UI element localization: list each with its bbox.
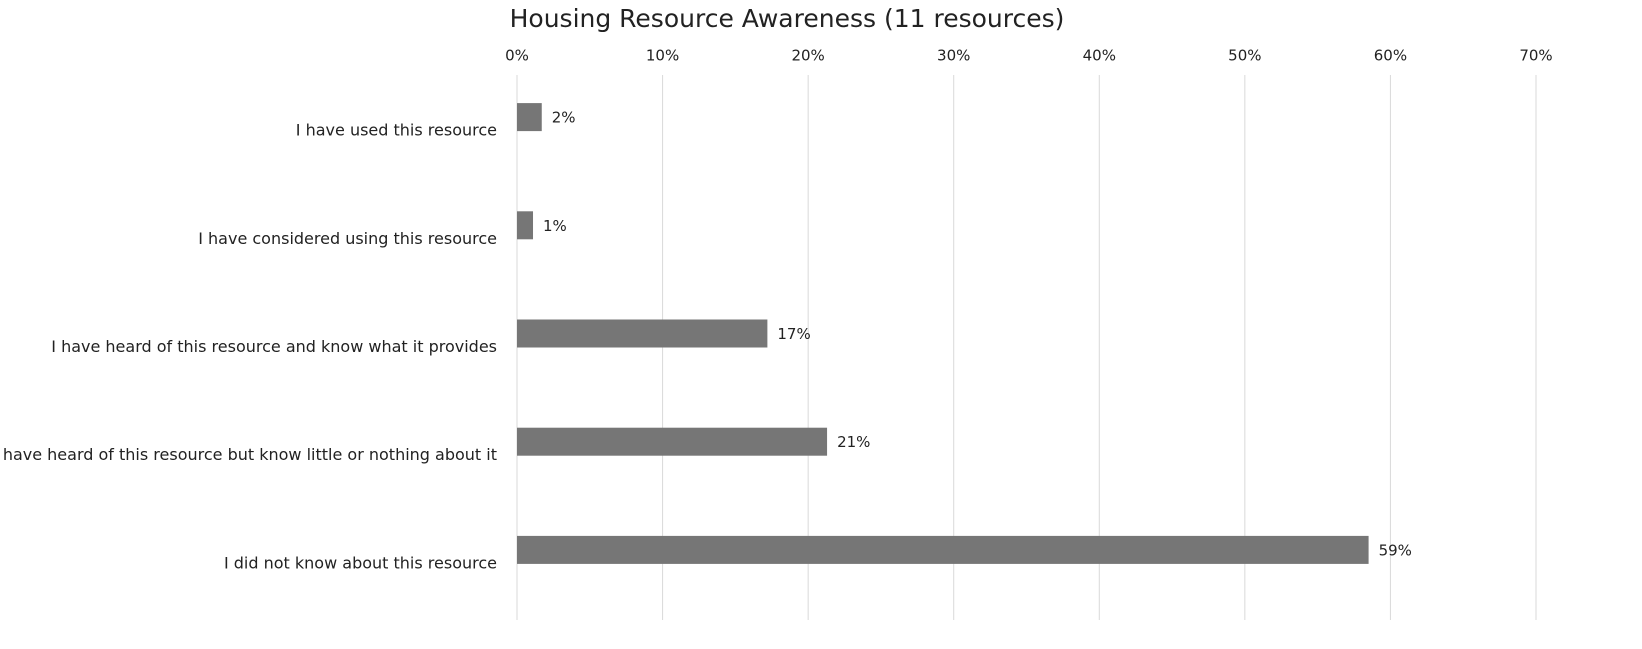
x-tick-label: 70% [1519, 47, 1552, 65]
chart-title: Housing Resource Awareness (11 resources… [510, 4, 1065, 33]
x-tick-label: 0% [505, 47, 529, 65]
y-tick-label: I did not know about this resource [224, 553, 497, 572]
bar [517, 103, 542, 132]
y-tick-label: I have heard of this resource but know l… [0, 445, 497, 464]
x-tick-label: 60% [1374, 47, 1407, 65]
bar [517, 211, 534, 240]
data-label: 1% [543, 217, 567, 235]
bar [517, 427, 828, 456]
data-label: 59% [1379, 541, 1412, 559]
y-tick-label: I have heard of this resource and know w… [51, 337, 497, 356]
x-tick-label: 50% [1228, 47, 1261, 65]
y-tick-label: I have considered using this resource [198, 229, 497, 248]
data-label: 21% [837, 433, 870, 451]
x-tick-label: 40% [1083, 47, 1116, 65]
x-tick-label: 10% [646, 47, 679, 65]
x-tick-label: 30% [937, 47, 970, 65]
x-tick-label: 20% [791, 47, 824, 65]
bar [517, 535, 1369, 564]
data-label: 17% [777, 325, 810, 343]
y-tick-label: I have used this resource [296, 121, 497, 140]
data-label: 2% [552, 109, 576, 127]
bar [517, 319, 768, 348]
